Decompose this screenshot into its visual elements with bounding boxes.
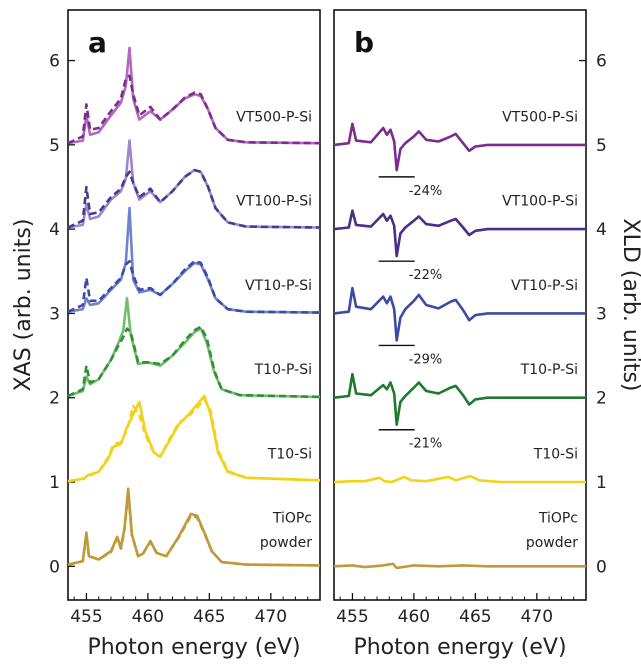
series-label: TiOPc <box>538 510 578 526</box>
series-line <box>67 206 321 314</box>
y-tick-label: 4 <box>596 220 607 240</box>
panel-letter: a <box>88 26 107 59</box>
series-label: VT500-P-Si <box>502 109 578 125</box>
x-axis-title: Photon energy (eV) <box>353 635 566 660</box>
y-tick-label: 1 <box>49 473 60 493</box>
series-label: T10-Si <box>267 446 312 462</box>
series-dash-line <box>67 325 321 399</box>
y-tick-label: 5 <box>596 136 607 156</box>
panel-letter: b <box>354 26 374 59</box>
y-tick-label: 0 <box>596 557 607 577</box>
x-tick-label: 460 <box>132 607 164 627</box>
series-label: powder <box>526 535 578 551</box>
x-tick-label: 455 <box>336 607 368 627</box>
series-line <box>67 46 321 145</box>
y-axis-title: XLD (arb. units) <box>618 219 641 392</box>
series-dash-line <box>67 168 321 229</box>
dichroism-percent-label: -22% <box>409 268 443 283</box>
series-line <box>333 286 586 342</box>
series-dash-line <box>67 259 321 314</box>
y-tick-label: 1 <box>596 473 607 493</box>
y-tick-label: 6 <box>596 52 607 72</box>
y-tick-label: 2 <box>596 389 607 409</box>
x-tick-label: 465 <box>459 607 491 627</box>
series-label: TiOPc <box>272 510 312 526</box>
series-line <box>333 474 586 484</box>
series-line <box>333 122 586 172</box>
x-tick-label: 470 <box>521 607 553 627</box>
series-label: VT10-P-Si <box>511 278 578 294</box>
series-line <box>333 209 586 258</box>
plot-frame <box>333 9 587 601</box>
series-line <box>333 562 586 570</box>
series-label: T10-P-Si <box>254 362 312 378</box>
y-tick-label: 3 <box>49 304 60 324</box>
plot-frame <box>67 9 321 601</box>
series-label: VT100-P-Si <box>502 194 578 210</box>
dichroism-percent-label: -21% <box>409 437 443 452</box>
panel-a: 455 460 465 470 0 1 2 3 4 5 6 Photon energy (eV) XAS… <box>11 9 321 660</box>
series-label: T10-P-Si <box>520 362 578 378</box>
y-tick-label: 3 <box>596 304 607 324</box>
x-axis-title: Photon energy (eV) <box>87 635 300 660</box>
series-label: T10-Si <box>533 446 578 462</box>
series-label: VT100-P-Si <box>236 194 312 210</box>
series-label: powder <box>260 535 312 551</box>
series-dash-line <box>67 74 321 145</box>
series-dash-line <box>67 398 321 483</box>
x-tick-label: 465 <box>193 607 225 627</box>
y-axis-title: XAS (arb. units) <box>11 219 36 392</box>
y-tick-label: 0 <box>49 557 60 577</box>
series-label: VT10-P-Si <box>245 278 312 294</box>
dichroism-percent-label: -29% <box>409 352 443 367</box>
y-tick-label: 2 <box>49 389 60 409</box>
dichroism-percent-label: -24% <box>409 184 443 199</box>
series-line <box>67 394 321 483</box>
x-tick-label: 470 <box>255 607 287 627</box>
x-tick-label: 460 <box>398 607 430 627</box>
series-dash-line <box>67 490 321 567</box>
series-line <box>333 372 586 426</box>
panel-b: 455 460 465 470 0 1 2 3 4 5 6 Photon energy (eV) XLD… <box>333 9 641 660</box>
y-tick-label: 4 <box>49 220 60 240</box>
y-tick-label: 5 <box>49 136 60 156</box>
x-tick-label: 455 <box>70 607 102 627</box>
y-tick-label: 6 <box>49 52 60 72</box>
series-line <box>67 139 321 229</box>
series-label: VT500-P-Si <box>236 109 312 125</box>
